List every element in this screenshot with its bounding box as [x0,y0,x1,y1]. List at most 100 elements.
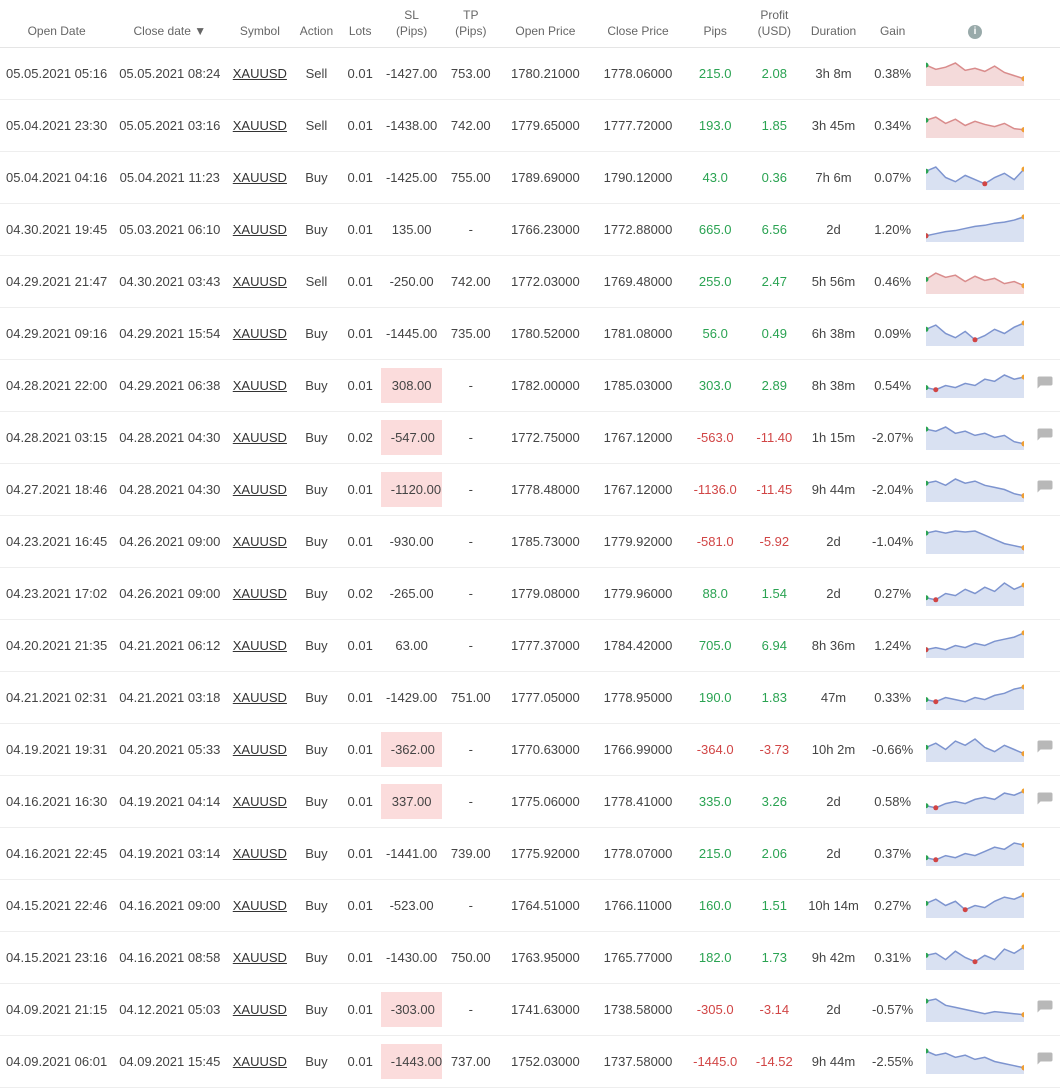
cell-comment[interactable] [1029,1036,1060,1088]
symbol-link[interactable]: XAUUSD [233,950,287,965]
col-symbol[interactable]: Symbol [226,0,293,48]
cell-sparkline[interactable] [921,204,1029,256]
cell-sparkline[interactable] [921,464,1029,516]
cell-sparkline[interactable] [921,828,1029,880]
col-pips[interactable]: Pips [684,0,746,48]
col-open-date[interactable]: Open Date [0,0,113,48]
symbol-link[interactable]: XAUUSD [233,430,287,445]
symbol-link[interactable]: XAUUSD [233,326,287,341]
cell-open-date: 04.29.2021 09:16 [0,308,113,360]
cell-gain: 0.46% [864,256,921,308]
cell-sparkline[interactable] [921,360,1029,412]
symbol-link[interactable]: XAUUSD [233,1002,287,1017]
cell-comment[interactable] [1029,984,1060,1036]
cell-action: Buy [293,880,339,932]
comment-icon[interactable] [1036,1005,1054,1020]
symbol-link[interactable]: XAUUSD [233,846,287,861]
cell-sparkline[interactable] [921,412,1029,464]
symbol-link[interactable]: XAUUSD [233,1054,287,1069]
cell-duration: 8h 36m [803,620,865,672]
cell-comment[interactable] [1029,724,1060,776]
cell-sparkline[interactable] [921,880,1029,932]
comment-icon[interactable] [1036,485,1054,500]
cell-sparkline[interactable] [921,776,1029,828]
cell-open-price: 1764.51000 [499,880,592,932]
cell-sl: -303.00 [381,984,443,1036]
symbol-link[interactable]: XAUUSD [233,742,287,757]
col-duration[interactable]: Duration [803,0,865,48]
cell-sl: -1443.00 [381,1036,443,1088]
cell-tp: - [442,360,499,412]
cell-comment [1029,204,1060,256]
comment-icon[interactable] [1036,433,1054,448]
cell-action: Buy [293,464,339,516]
col-gain[interactable]: Gain [864,0,921,48]
symbol-link[interactable]: XAUUSD [233,378,287,393]
symbol-link[interactable]: XAUUSD [233,638,287,653]
cell-sparkline[interactable] [921,1036,1029,1088]
col-action[interactable]: Action [293,0,339,48]
col-tp[interactable]: TP (Pips) [442,0,499,48]
comment-icon[interactable] [1036,1057,1054,1072]
cell-close-price: 1781.08000 [592,308,685,360]
symbol-link[interactable]: XAUUSD [233,794,287,809]
col-open-price[interactable]: Open Price [499,0,592,48]
col-close-price[interactable]: Close Price [592,0,685,48]
symbol-link[interactable]: XAUUSD [233,690,287,705]
cell-comment[interactable] [1029,464,1060,516]
cell-sparkline[interactable] [921,724,1029,776]
table-row: 04.09.2021 21:1504.12.2021 05:03XAUUSDBu… [0,984,1060,1036]
cell-gain: 1.20% [864,204,921,256]
cell-comment [1029,48,1060,100]
cell-comment[interactable] [1029,776,1060,828]
cell-sparkline[interactable] [921,100,1029,152]
cell-close-date: 04.16.2021 09:00 [113,880,226,932]
cell-sparkline[interactable] [921,308,1029,360]
symbol-link[interactable]: XAUUSD [233,118,287,133]
col-lots[interactable]: Lots [340,0,381,48]
symbol-link[interactable]: XAUUSD [233,482,287,497]
table-row: 04.23.2021 16:4504.26.2021 09:00XAUUSDBu… [0,516,1060,568]
cell-sparkline[interactable] [921,568,1029,620]
symbol-link[interactable]: XAUUSD [233,274,287,289]
col-profit[interactable]: Profit (USD) [746,0,803,48]
symbol-link[interactable]: XAUUSD [233,222,287,237]
cell-comment [1029,152,1060,204]
comment-icon[interactable] [1036,381,1054,396]
cell-gain: 0.27% [864,568,921,620]
cell-comment[interactable] [1029,360,1060,412]
cell-sparkline[interactable] [921,516,1029,568]
comment-icon[interactable] [1036,797,1054,812]
cell-gain: -2.04% [864,464,921,516]
symbol-link[interactable]: XAUUSD [233,534,287,549]
info-icon[interactable]: i [968,25,982,39]
cell-sparkline[interactable] [921,48,1029,100]
cell-comment[interactable] [1029,412,1060,464]
cell-open-date: 04.21.2021 02:31 [0,672,113,724]
cell-action: Buy [293,152,339,204]
cell-duration: 2d [803,984,865,1036]
cell-close-price: 1737.58000 [592,1036,685,1088]
cell-pips: -1136.0 [684,464,746,516]
symbol-link[interactable]: XAUUSD [233,586,287,601]
cell-sparkline[interactable] [921,984,1029,1036]
cell-sparkline[interactable] [921,152,1029,204]
cell-sparkline[interactable] [921,256,1029,308]
comment-icon[interactable] [1036,745,1054,760]
cell-sparkline[interactable] [921,932,1029,984]
col-sl[interactable]: SL (Pips) [381,0,443,48]
col-close-date[interactable]: Close date ▼ [113,0,226,48]
cell-sl: -1445.00 [381,308,443,360]
cell-sparkline[interactable] [921,672,1029,724]
table-row: 05.05.2021 05:1605.05.2021 08:24XAUUSDSe… [0,48,1060,100]
cell-close-price: 1766.99000 [592,724,685,776]
cell-tp: 739.00 [442,828,499,880]
cell-sparkline[interactable] [921,620,1029,672]
cell-profit: 6.94 [746,620,803,672]
symbol-link[interactable]: XAUUSD [233,66,287,81]
cell-duration: 8h 38m [803,360,865,412]
symbol-link[interactable]: XAUUSD [233,170,287,185]
cell-action: Buy [293,776,339,828]
symbol-link[interactable]: XAUUSD [233,898,287,913]
cell-profit: -5.92 [746,516,803,568]
